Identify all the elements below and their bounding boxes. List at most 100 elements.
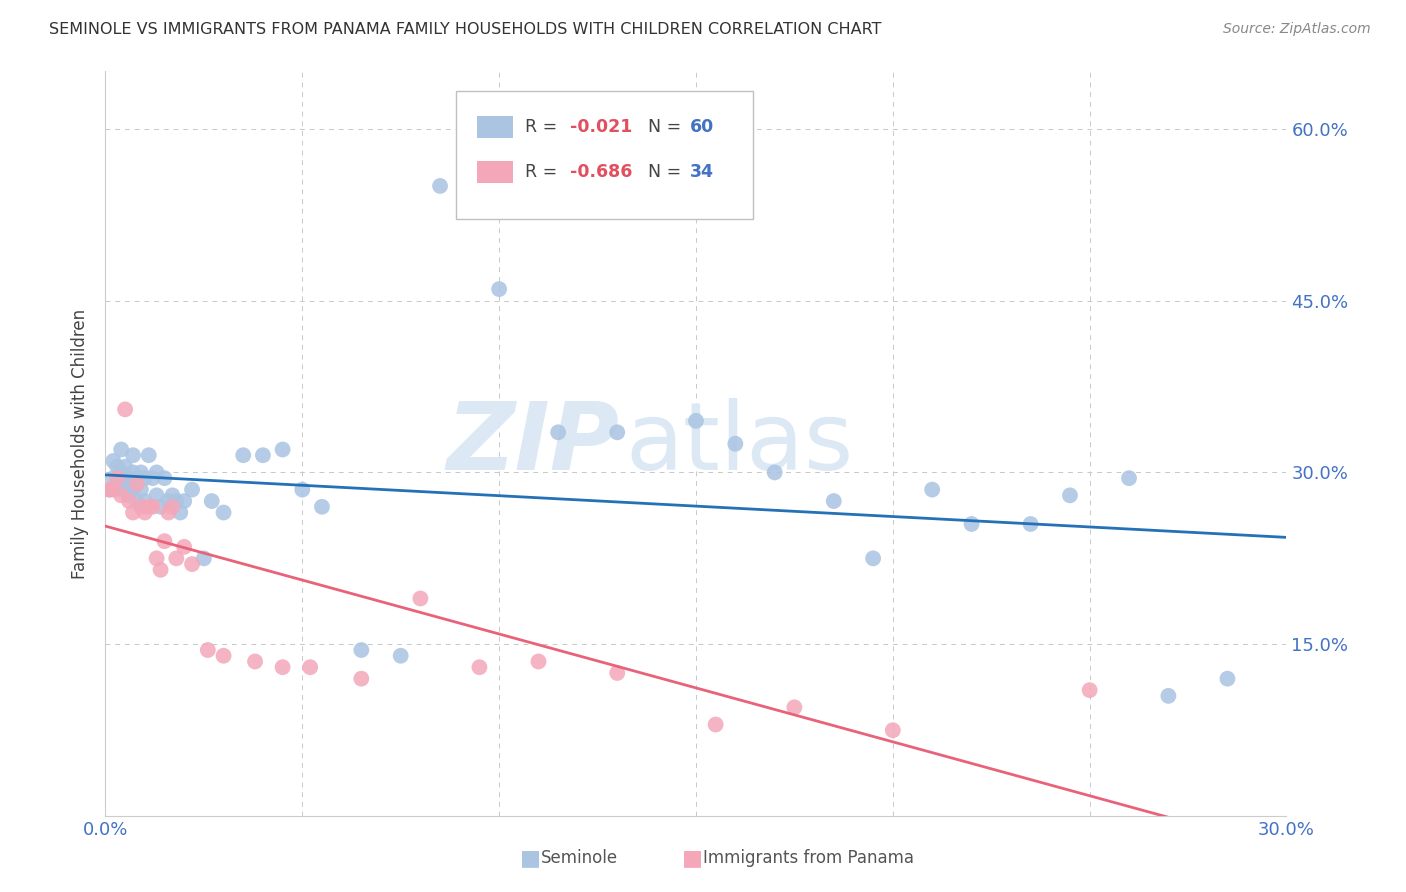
Point xyxy=(145,551,167,566)
Point xyxy=(134,494,156,508)
Point xyxy=(129,500,152,514)
Point xyxy=(103,454,125,468)
Point xyxy=(389,648,412,663)
Point xyxy=(1059,488,1081,502)
Point xyxy=(153,471,176,485)
Point xyxy=(311,500,333,514)
Point xyxy=(157,494,180,508)
Point xyxy=(125,494,148,508)
Point xyxy=(153,534,176,549)
Text: 34: 34 xyxy=(690,163,714,181)
Point xyxy=(162,500,184,514)
Point xyxy=(169,506,191,520)
Point xyxy=(201,494,224,508)
Point xyxy=(134,471,156,485)
Point xyxy=(350,643,373,657)
Point xyxy=(114,483,136,497)
Point xyxy=(149,563,172,577)
Point xyxy=(142,500,165,514)
Point xyxy=(271,442,294,457)
Point xyxy=(138,448,160,462)
Point xyxy=(1118,471,1140,485)
Text: Immigrants from Panama: Immigrants from Panama xyxy=(703,849,914,867)
Point xyxy=(125,471,148,485)
Point xyxy=(291,483,314,497)
Point xyxy=(193,551,215,566)
Point xyxy=(685,414,707,428)
Point xyxy=(488,282,510,296)
Point xyxy=(350,672,373,686)
Point xyxy=(232,448,254,462)
Point xyxy=(145,488,167,502)
Point xyxy=(921,483,943,497)
Point xyxy=(299,660,322,674)
Point xyxy=(960,516,983,531)
Point xyxy=(157,506,180,520)
Point xyxy=(118,494,141,508)
Text: -0.021: -0.021 xyxy=(569,119,631,136)
Point xyxy=(1078,683,1101,698)
Point xyxy=(110,442,132,457)
Text: ZIP: ZIP xyxy=(446,398,619,490)
Point xyxy=(724,436,747,450)
Text: -0.686: -0.686 xyxy=(569,163,631,181)
Point xyxy=(429,178,451,193)
Point xyxy=(122,506,145,520)
Point xyxy=(409,591,432,606)
Text: R =: R = xyxy=(524,163,562,181)
Point xyxy=(110,488,132,502)
FancyBboxPatch shape xyxy=(478,116,513,138)
Point xyxy=(862,551,884,566)
FancyBboxPatch shape xyxy=(478,161,513,183)
Point xyxy=(181,557,204,571)
Point xyxy=(823,494,845,508)
Point xyxy=(110,483,132,497)
Point xyxy=(114,459,136,474)
Point xyxy=(212,648,235,663)
Text: atlas: atlas xyxy=(626,398,853,490)
Point xyxy=(129,483,152,497)
Point xyxy=(122,483,145,497)
Point xyxy=(783,700,806,714)
Point xyxy=(118,471,141,485)
Text: SEMINOLE VS IMMIGRANTS FROM PANAMA FAMILY HOUSEHOLDS WITH CHILDREN CORRELATION C: SEMINOLE VS IMMIGRANTS FROM PANAMA FAMIL… xyxy=(49,22,882,37)
Point xyxy=(145,466,167,480)
Point xyxy=(122,448,145,462)
Point xyxy=(1216,672,1239,686)
Point xyxy=(134,506,156,520)
Point xyxy=(105,471,128,485)
Point xyxy=(165,551,187,566)
Point xyxy=(197,643,219,657)
Point xyxy=(110,466,132,480)
Point xyxy=(165,494,187,508)
Point xyxy=(103,483,125,497)
Point xyxy=(527,655,550,669)
Point xyxy=(149,500,172,514)
Point xyxy=(142,471,165,485)
Point xyxy=(704,717,727,731)
Point xyxy=(606,425,628,440)
Point xyxy=(1019,516,1042,531)
Point xyxy=(105,476,128,491)
Point xyxy=(468,660,491,674)
Point xyxy=(114,471,136,485)
Point xyxy=(212,506,235,520)
Y-axis label: Family Households with Children: Family Households with Children xyxy=(72,309,90,579)
Point xyxy=(882,723,904,738)
Point xyxy=(162,488,184,502)
Text: R =: R = xyxy=(524,119,562,136)
Point xyxy=(1157,689,1180,703)
Point xyxy=(122,466,145,480)
Point xyxy=(138,500,160,514)
Point xyxy=(252,448,274,462)
Text: N =: N = xyxy=(637,119,686,136)
Point xyxy=(547,425,569,440)
Point xyxy=(271,660,294,674)
Text: Source: ZipAtlas.com: Source: ZipAtlas.com xyxy=(1223,22,1371,37)
Text: Seminole: Seminole xyxy=(541,849,619,867)
Text: N =: N = xyxy=(637,163,686,181)
Point xyxy=(98,483,121,497)
Point xyxy=(763,466,786,480)
Text: 60: 60 xyxy=(690,119,714,136)
Point xyxy=(118,488,141,502)
